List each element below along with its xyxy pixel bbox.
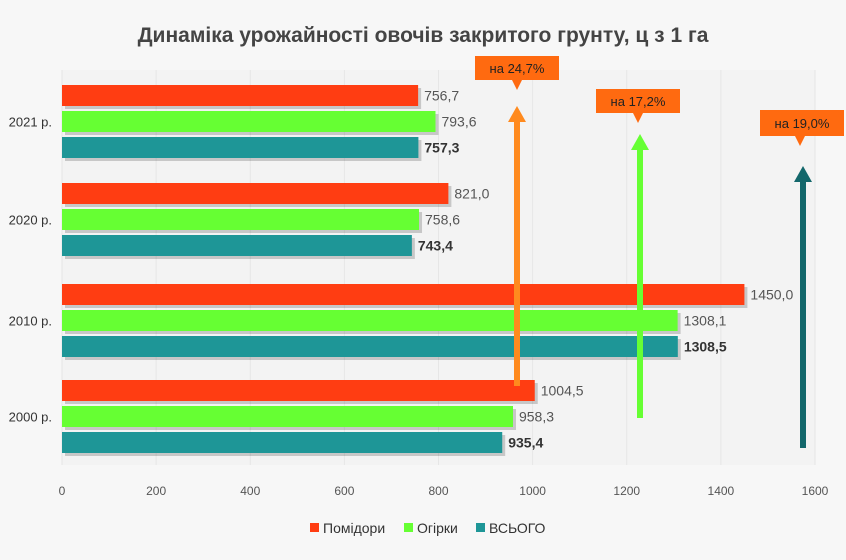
x-tick-label: 1400 [708, 484, 735, 498]
category-label: 2000 р. [9, 410, 52, 425]
arrow-head [508, 106, 526, 122]
bar [62, 406, 513, 427]
x-tick-label: 0 [59, 484, 66, 498]
category-label: 2021 р. [9, 115, 52, 130]
callout-box [475, 56, 559, 80]
x-tick-label: 800 [428, 484, 448, 498]
legend-swatch [404, 523, 413, 532]
callout-text: на 17,2% [611, 94, 666, 109]
bar [62, 310, 678, 331]
data-label: 1004,5 [541, 383, 584, 399]
data-label: 935,4 [508, 435, 543, 451]
callout-box [596, 89, 680, 113]
bars-layer [62, 85, 748, 456]
axis-layer: 0 200 400 600 800 1000 1200 1400 1600 2021 р. 2020… [9, 115, 829, 499]
x-tick-label: 600 [334, 484, 354, 498]
callout-pointer [795, 136, 805, 146]
callout-pointer [633, 113, 643, 123]
bar [62, 137, 419, 158]
legend-swatch [310, 523, 319, 532]
data-label: 958,3 [519, 409, 554, 425]
bar [62, 183, 449, 204]
data-label: 1308,5 [684, 339, 727, 355]
legend-label: Помідори [323, 520, 385, 536]
bar [62, 380, 535, 401]
bar [62, 111, 436, 132]
arrow-head [631, 134, 649, 150]
callout-box [760, 110, 844, 136]
data-label: 1308,1 [684, 313, 727, 329]
bar [62, 336, 678, 357]
arrow-head [794, 166, 812, 182]
callout-text: на 24,7% [490, 61, 545, 76]
legend-label: Огірки [417, 520, 458, 536]
bar [62, 85, 419, 106]
data-label: 821,0 [454, 186, 489, 202]
data-label: 743,4 [418, 238, 453, 254]
data-label: 757,3 [424, 140, 459, 156]
legend: Помідори Огірки ВСЬОГО [310, 520, 546, 536]
x-tick-label: 1000 [519, 484, 546, 498]
x-tick-label: 200 [146, 484, 166, 498]
bar [62, 235, 412, 256]
x-tick-label: 1600 [802, 484, 829, 498]
bar [62, 209, 420, 230]
callout-text: на 19,0% [775, 116, 830, 131]
data-labels-layer: 756,7 793,6 757,3 821,0 758,6 743,4 1450,0 1308… [418, 88, 794, 451]
category-label: 2020 р. [9, 213, 52, 228]
category-label: 2010 р. [9, 314, 52, 329]
bar [62, 284, 745, 305]
x-tick-label: 1200 [613, 484, 640, 498]
legend-label: ВСЬОГО [489, 520, 546, 536]
data-label: 758,6 [425, 212, 460, 228]
data-label: 1450,0 [750, 287, 793, 303]
annotations-layer: на 24,7% на 17,2% на 19,0% [475, 56, 844, 448]
data-label: 756,7 [424, 88, 459, 104]
x-tick-label: 400 [240, 484, 260, 498]
callout-pointer [512, 80, 522, 90]
bar [62, 432, 503, 453]
chart-title: Динаміка урожайності овочів закритого гр… [138, 24, 709, 47]
data-label: 793,6 [441, 114, 476, 130]
legend-swatch [476, 523, 485, 532]
